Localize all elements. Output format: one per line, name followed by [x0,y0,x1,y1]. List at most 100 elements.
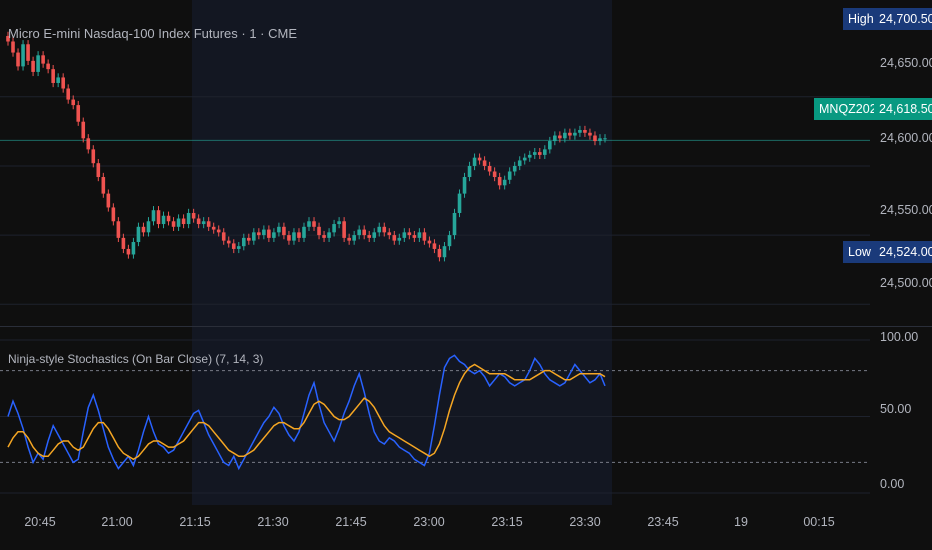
candle-body [517,160,522,166]
candle-body [231,243,236,249]
candle-body [151,210,156,222]
candle-body [487,165,492,172]
candle-body [437,248,442,258]
time-label: 20:45 [24,515,56,529]
candle-body [537,152,542,155]
indicator-title: Ninja-style Stochastics (On Bar Close) (… [8,352,264,366]
candle-body [272,232,276,238]
candle-body [588,132,592,136]
candle-body [407,232,412,236]
candle-body [327,232,331,238]
candle-body [507,171,512,180]
low-tag-value: 24,524.00 [874,241,932,263]
candle-body [292,232,296,241]
candle-body [206,221,211,227]
candle-body [573,132,577,136]
candle-body [417,232,422,238]
candle-body [297,232,301,238]
candle-body [317,226,321,236]
candle-body [161,215,166,225]
candle-body [302,226,306,238]
candle-body [603,138,607,140]
indicator-axis-label: 50.00 [880,402,912,416]
candle-body [277,226,281,233]
candle-body [96,163,101,178]
candle-body [512,165,517,172]
price-label: 24,600.00 [880,131,932,145]
candle-body [16,52,20,67]
candle-body [357,229,361,236]
candle-body [196,218,201,225]
candle-body [462,177,467,194]
candle-body [252,232,256,241]
time-label: 21:30 [257,515,289,529]
candle-body [447,235,452,247]
candle-body [477,157,482,161]
candle-body [236,246,241,249]
candle-body [181,218,186,225]
candle-body [337,221,341,225]
time-label: 23:15 [491,515,523,529]
candle-body [287,235,291,241]
time-label: 23:45 [647,515,679,529]
candle-body [522,157,527,161]
high-tag-label: High [843,8,879,30]
candle-body [397,237,402,241]
candle-body [201,221,206,225]
candle-body [26,44,30,61]
candle-body [492,171,497,178]
candle-body [66,88,71,100]
candle-body [307,221,311,227]
candle-body [422,232,427,241]
time-label: 23:00 [413,515,445,529]
candle-body [372,232,377,238]
stochastic-d-line [7,363,606,461]
candle-body [497,177,502,186]
candle-body [548,141,552,150]
candle-body [241,237,246,247]
time-label: 21:45 [335,515,367,529]
candle-body [171,221,176,227]
candle-body [86,138,91,150]
candle-body [542,149,547,155]
candle-body [106,193,111,208]
candle-body [352,235,356,241]
symbol-title: Micro E-mini Nasdaq-100 Index Futures · … [8,26,297,41]
time-label: 23:30 [569,515,601,529]
candle-body [36,55,40,72]
candle-body [81,121,86,139]
candle-body [578,130,582,133]
high-tag-value: 24,700.50 [874,8,932,30]
candle-body [377,226,382,233]
indicator-axis-label: 0.00 [880,477,905,491]
candle-body [116,221,121,238]
candle-body [452,212,457,236]
candle-body [76,105,81,122]
candle-body [563,132,567,139]
candle-body [402,232,407,238]
candle-body [382,226,387,233]
candle-body [51,69,55,83]
low-tag-label: Low [843,241,876,263]
candle-body [457,193,462,213]
candle-body [568,132,572,136]
candle-body [312,221,316,227]
candle-body [427,240,432,244]
price-label: 24,550.00 [880,203,932,217]
candle-body [432,243,437,249]
candle-body [221,232,226,241]
candle-body [11,41,15,53]
candle-body [593,135,597,142]
candle-body [186,212,191,225]
candle-body [347,237,351,241]
candle-body [56,77,60,83]
candle-body [282,226,286,236]
candle-body [156,210,161,225]
candle-body [482,160,487,166]
candle-body [387,232,392,236]
candle-body [362,229,366,236]
candle-body [472,157,477,166]
candle-body [322,235,326,238]
candle-body [176,218,181,227]
